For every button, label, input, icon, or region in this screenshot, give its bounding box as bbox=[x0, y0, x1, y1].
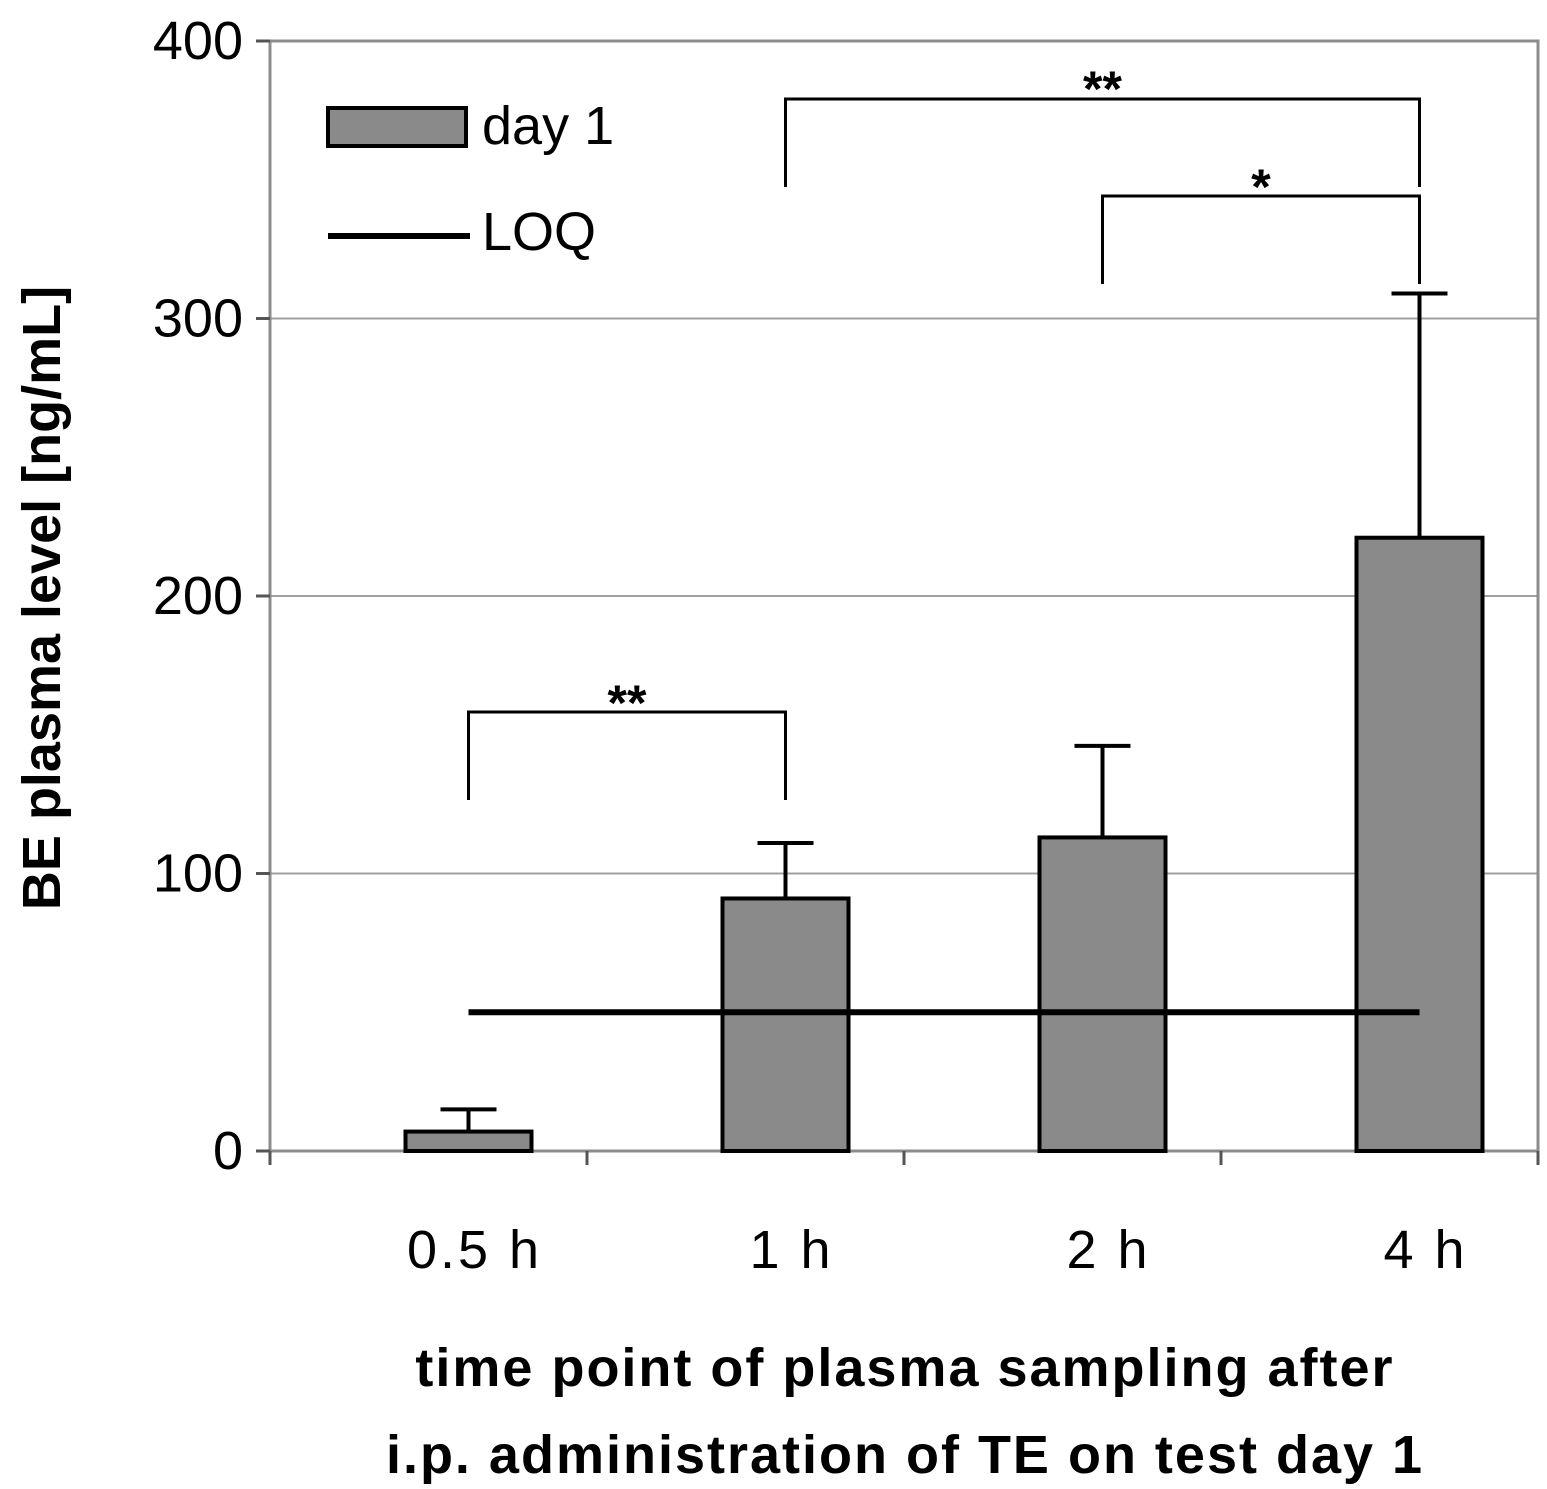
y-tick-label: 300 bbox=[153, 289, 243, 349]
y-axis-label: BE plasma level [ng/mL] bbox=[12, 286, 72, 910]
x-axis-ticks: 0.5 h 1 h 2 h 4 h bbox=[268, 1151, 1540, 1280]
significance-bracket: ** bbox=[467, 675, 787, 800]
error-bar bbox=[1391, 291, 1448, 538]
error-bar bbox=[440, 1107, 497, 1132]
significance-bracket: * bbox=[1101, 159, 1421, 284]
legend-bar-label: day 1 bbox=[482, 96, 614, 156]
x-axis-label-line1: time point of plasma sampling after bbox=[415, 1338, 1394, 1398]
x-axis-label-line2: i.p. administration of TE on test day 1 bbox=[386, 1425, 1424, 1485]
significance-label: ** bbox=[608, 675, 647, 731]
bar bbox=[1354, 535, 1485, 1153]
error-bars bbox=[440, 291, 1448, 1132]
legend-bar-swatch bbox=[326, 106, 468, 148]
y-tick-label: 0 bbox=[213, 1121, 243, 1181]
y-tick-label: 100 bbox=[153, 844, 243, 904]
bars bbox=[403, 535, 1485, 1153]
x-tick-label: 1 h bbox=[749, 1220, 833, 1280]
bar bbox=[403, 1129, 534, 1153]
bar bbox=[720, 896, 851, 1153]
bar bbox=[1037, 835, 1168, 1153]
significance-label: * bbox=[1251, 159, 1271, 215]
x-tick-label: 4 h bbox=[1383, 1220, 1467, 1280]
gridlines bbox=[270, 317, 1538, 875]
significance-label: ** bbox=[1083, 61, 1122, 117]
significance-bracket: ** bbox=[784, 61, 1421, 187]
legend: day 1 LOQ bbox=[326, 96, 614, 262]
error-bar bbox=[1074, 743, 1131, 838]
bracket-line bbox=[784, 97, 1421, 187]
y-axis-ticks: 0 100 200 300 400 bbox=[153, 11, 270, 1181]
y-tick-label: 200 bbox=[153, 566, 243, 626]
bracket-line bbox=[1101, 194, 1421, 284]
legend-loq-label: LOQ bbox=[482, 202, 596, 262]
bracket-line bbox=[467, 710, 787, 800]
error-bar bbox=[757, 840, 814, 899]
significance-brackets: ***** bbox=[467, 61, 1421, 800]
x-tick-label: 0.5 h bbox=[407, 1220, 542, 1280]
y-tick-label: 400 bbox=[153, 11, 243, 71]
x-tick-label: 2 h bbox=[1066, 1220, 1150, 1280]
